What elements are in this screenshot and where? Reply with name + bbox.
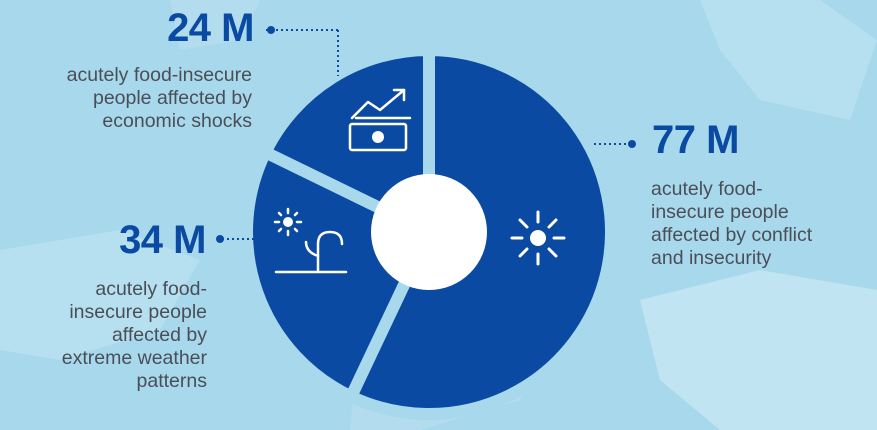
money-trend-up-icon bbox=[348, 88, 412, 152]
description-weather-line-5: patterns bbox=[136, 370, 207, 392]
donut-hole bbox=[371, 174, 487, 290]
description-economic-line-1: acutely food-insecure bbox=[66, 64, 252, 86]
description-economic-line-2: people affected by bbox=[92, 87, 252, 109]
description-conflict-line-4: and insecurity bbox=[651, 247, 772, 269]
value-label-conflict: 77 M bbox=[652, 118, 739, 162]
description-weather: acutely food- insecure people affected b… bbox=[0, 278, 207, 393]
description-weather-line-1: acutely food- bbox=[95, 278, 207, 300]
description-weather-line-2: insecure people bbox=[69, 301, 207, 323]
value-label-weather: 34 M bbox=[119, 218, 206, 262]
description-conflict-line-1: acutely food- bbox=[651, 178, 763, 200]
value-label-economic: 24 M bbox=[167, 6, 254, 50]
connector-dot-conflict bbox=[628, 140, 636, 148]
connector-dot-economic bbox=[267, 26, 275, 34]
donut-slice-economic bbox=[259, 44, 435, 238]
description-economic-line-3: economic shocks bbox=[102, 110, 252, 132]
sun-drought-plant-icon bbox=[273, 207, 348, 274]
description-conflict-line-2: insecure people bbox=[651, 201, 789, 223]
description-conflict: acutely food- insecure people affected b… bbox=[651, 178, 871, 270]
connector-dot-weather bbox=[216, 235, 224, 243]
description-weather-line-4: extreme weather bbox=[61, 347, 207, 369]
description-weather-line-3: affected by bbox=[111, 324, 207, 346]
description-economic: acutely food-insecure people affected by… bbox=[0, 64, 252, 133]
description-conflict-line-3: affected by conflict bbox=[651, 224, 813, 246]
explosion-icon bbox=[510, 210, 566, 266]
